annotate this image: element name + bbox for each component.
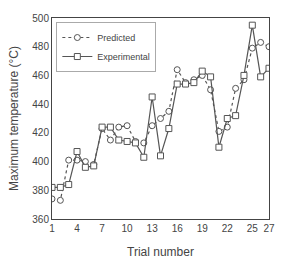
svg-text:1: 1 [49, 223, 55, 234]
svg-text:25: 25 [247, 223, 259, 234]
svg-text:Experimental: Experimental [97, 52, 150, 62]
svg-text:460: 460 [32, 70, 49, 81]
svg-text:380: 380 [32, 185, 49, 196]
svg-text:27: 27 [263, 223, 275, 234]
svg-text:500: 500 [32, 13, 49, 24]
svg-text:4: 4 [74, 223, 80, 234]
svg-text:16: 16 [172, 223, 184, 234]
svg-text:10: 10 [122, 223, 134, 234]
svg-text:480: 480 [32, 41, 49, 52]
svg-text:360: 360 [32, 214, 49, 225]
svg-text:19: 19 [197, 223, 209, 234]
svg-text:Predicted: Predicted [97, 33, 135, 43]
svg-text:7: 7 [99, 223, 105, 234]
svg-text:13: 13 [147, 223, 159, 234]
svg-text:Trial number: Trial number [127, 245, 194, 259]
svg-text:440: 440 [32, 99, 49, 110]
svg-text:Maximum temperature (°C): Maximum temperature (°C) [7, 46, 21, 191]
svg-text:400: 400 [32, 156, 49, 167]
svg-text:420: 420 [32, 127, 49, 138]
svg-text:22: 22 [222, 223, 234, 234]
